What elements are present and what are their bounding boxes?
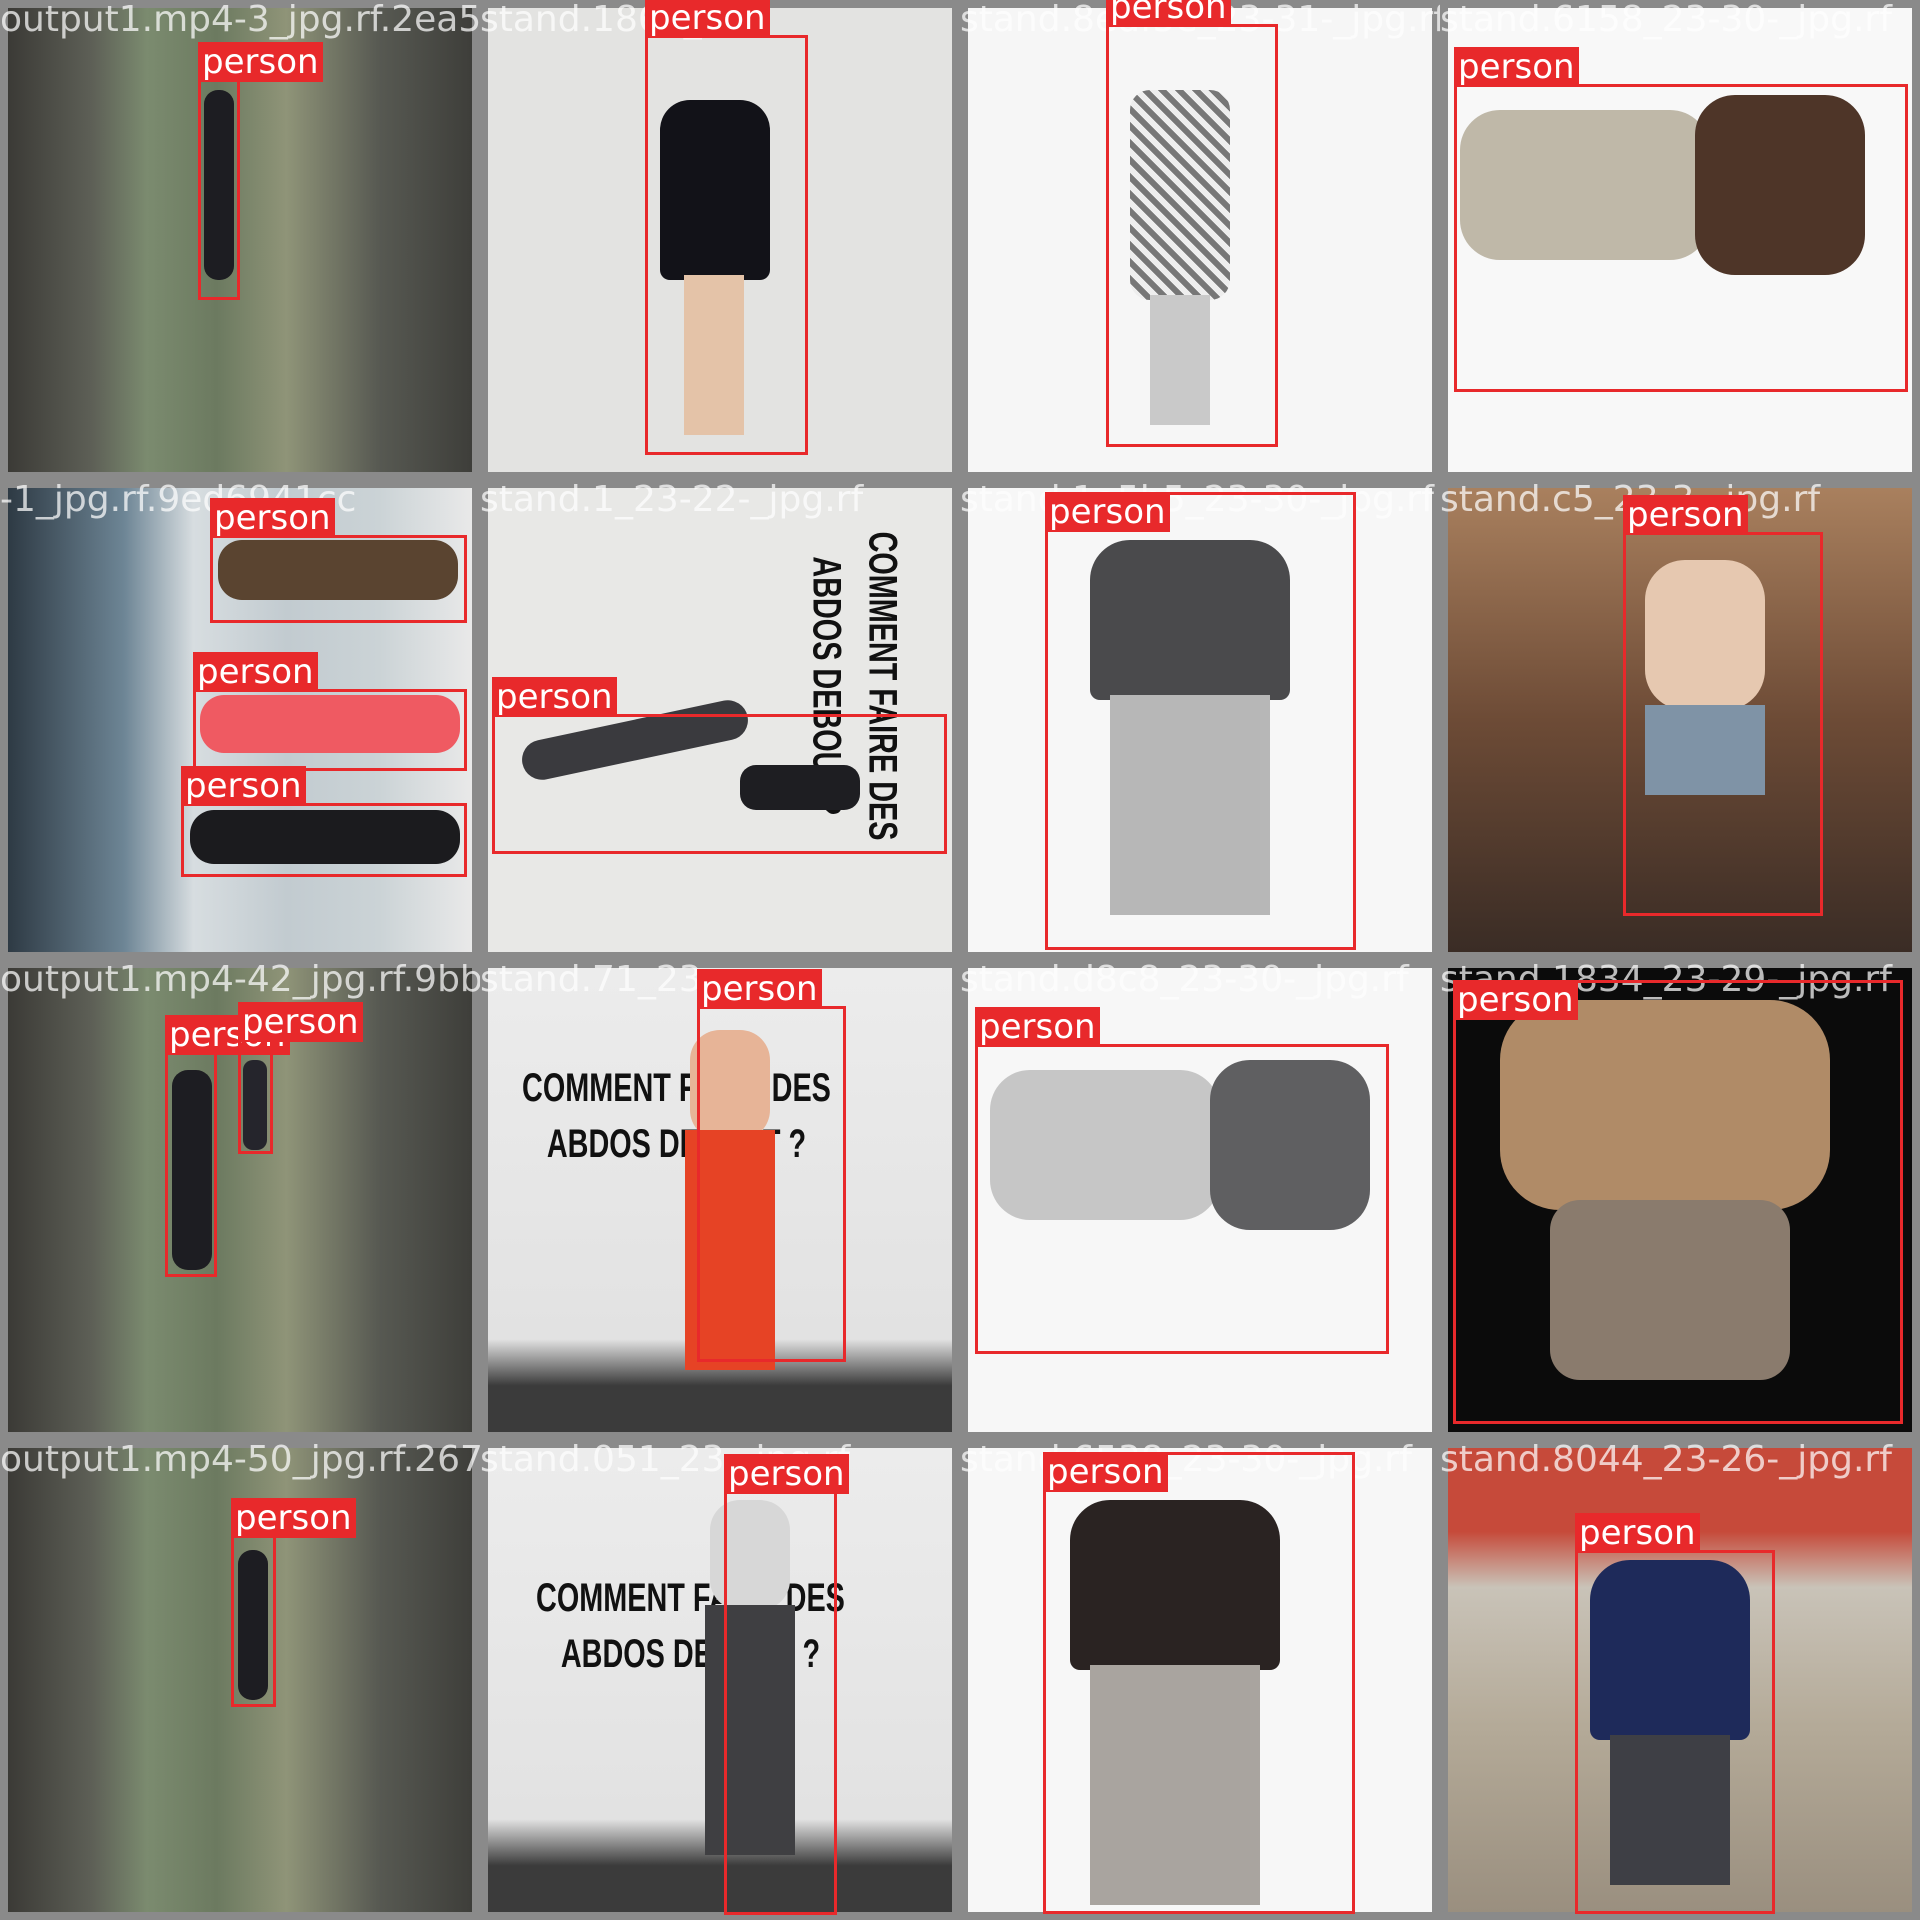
torso-figure [1645,560,1765,710]
jeans-figure [1110,695,1270,915]
bbox-label: person [1043,1452,1168,1492]
bbox-person: person [1623,495,1823,916]
bbox-label: person [1454,47,1579,87]
bbox-person: person [1106,0,1278,447]
bbox-person: person [1045,492,1356,950]
tile-8: stand.c5_23-3-_jpg.rf person [1440,480,1920,960]
bbox-label: person [1453,980,1578,1020]
bbox-person: person [724,1454,849,1915]
filename-caption: stand.1_23-22-_jpg.rf [480,480,864,520]
legs-figure [1150,295,1210,425]
bbox-label: person [1106,0,1231,27]
tile-9: output1.mp4-42_jpg.rf.9bb1 person person [0,960,480,1440]
shirt-figure [1210,1060,1370,1230]
poster-line: COMMENT FAIRE DES [522,1066,831,1110]
tile-5: -1_jpg.rf.9ed6941cc person person person [0,480,480,960]
bbox-person: person [231,1498,356,1707]
torso-figure [710,1500,790,1610]
bbox-label: person [193,652,318,692]
torso-figure [690,1030,770,1140]
bbox-person: person [181,766,467,877]
filename-caption: output1.mp4-42_jpg.rf.9bb1 [0,960,480,1000]
bbox-person: person [492,677,947,854]
bbox-person: person [975,1007,1389,1354]
shirt-figure [1695,95,1865,275]
sweater-figure [1500,1000,1830,1210]
person-figure [204,90,234,280]
tile-4: stand.6158_23-30-_jpg.rf person [1440,0,1920,480]
filename-caption: stand.6538_23-30-_jpg.rf [960,1440,1412,1480]
photo-lobby [8,8,472,472]
tile-1: output1.mp4-3_jpg.rf.2ea54 person [0,0,480,480]
bbox-person: person [165,1015,290,1277]
person-figure [190,810,460,864]
bbox-person: person [1575,1513,1775,1914]
bbox-person: person [645,0,808,455]
tile-13: output1.mp4-50_jpg.rf.26710 person [0,1440,480,1920]
trousers-figure [1550,1200,1790,1380]
filename-caption: stand.6158_23-30-_jpg.rf [1440,0,1892,40]
trousers-figure [1610,1735,1730,1885]
jacket-figure [1590,1560,1750,1740]
leggings-figure [705,1605,795,1855]
tile-7: stand.1a5b5_23-30-_jpg.rf person [960,480,1440,960]
bbox-label: person [181,766,306,806]
trousers-figure [1460,110,1710,260]
shorts-figure [1645,705,1765,795]
shirt-figure [1090,540,1290,700]
shirt-figure [1070,1500,1280,1670]
tile-14: COMMENT FAIRE DES ABDOS DEBOUT ? stand.05… [480,1440,960,1920]
bbox-person: person [238,1002,363,1154]
jeans-figure [1090,1665,1260,1905]
bbox-label: person [198,42,323,82]
bbox-person: person [1453,980,1903,1424]
legs-figure [684,275,744,435]
bbox-label: person [1575,1513,1700,1553]
dress-figure [660,100,770,280]
top-figure [740,765,860,810]
tile-3: stand.8edf5e_23-31-_jpg.rf person [960,0,1440,480]
person-figure [218,540,458,600]
bbox-label: person [1045,492,1170,532]
bbox-label: person [697,969,822,1009]
floral-dress-figure [1130,90,1230,300]
filename-caption: output1.mp4-3_jpg.rf.2ea54 [0,0,480,40]
person-figure [238,1550,268,1700]
person-figure [172,1070,212,1270]
tile-10: COMMENT FAIRE DES ABDOS DEBOUT ? stand.71… [480,960,960,1440]
person-figure [200,695,460,753]
trousers-figure [990,1070,1220,1220]
bbox-person: person [198,42,323,300]
tile-11: stand.d8c8_23-30-_jpg.rf person [960,960,1440,1440]
filename-caption: stand.71_23- [480,960,715,1000]
bbox-person: person [193,652,467,771]
filename-caption: output1.mp4-50_jpg.rf.26710 [0,1440,480,1480]
filename-caption: stand.8044_23-26-_jpg.rf [1440,1440,1892,1480]
tile-16: stand.8044_23-26-_jpg.rf person [1440,1440,1920,1920]
filename-caption: stand.d8c8_23-30-_jpg.rf [960,960,1409,1000]
leggings-figure [685,1130,775,1370]
tile-2: stand.1866_23- person [480,0,960,480]
bbox-label: person [238,1002,363,1042]
bbox-label: person [645,0,770,38]
bbox-label: person [1623,495,1748,535]
bbox-person: person [1043,1452,1355,1914]
bbox-person: person [210,498,467,623]
tile-6: COMMENT FAIRE DES ABDOS DEBOUT ? stand.1_… [480,480,960,960]
bbox-label: person [210,498,335,538]
bbox-label: person [231,1498,356,1538]
bbox-person: person [1454,47,1908,392]
tile-15: stand.6538_23-30-_jpg.rf person [960,1440,1440,1920]
person-figure [243,1060,267,1150]
bbox-label: person [724,1454,849,1494]
bbox-person: person [697,969,846,1362]
tile-12: stand.1834_23-29-_jpg.rf person [1440,960,1920,1440]
bbox-label: person [492,677,617,717]
bbox-label: person [975,1007,1100,1047]
